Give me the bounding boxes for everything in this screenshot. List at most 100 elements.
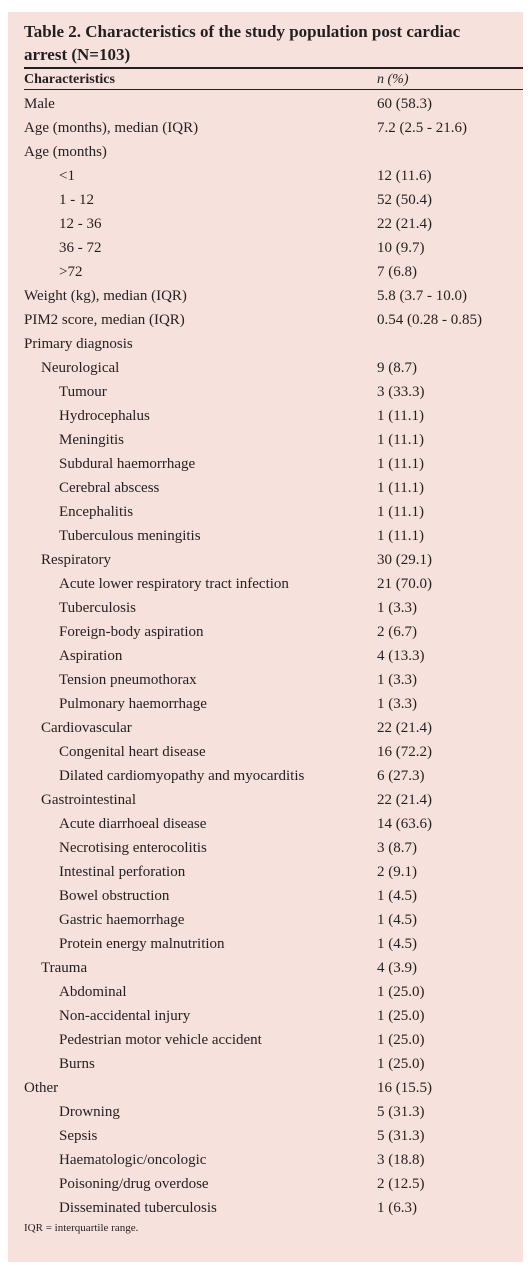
value-cell: 60 (58.3) bbox=[377, 96, 432, 112]
table-row: Acute lower respiratory tract infection 2… bbox=[24, 572, 523, 596]
label-cell: Pulmonary haemorrhage bbox=[59, 696, 207, 712]
value-cell: 1 (4.5) bbox=[377, 888, 417, 904]
label-cell: Sepsis bbox=[59, 1128, 98, 1144]
value-cell: 10 (9.7) bbox=[377, 240, 425, 256]
label-cell: Cerebral abscess bbox=[59, 480, 160, 496]
value-cell: 2 (6.7) bbox=[377, 624, 417, 640]
table-row: <1 12 (11.6) bbox=[24, 164, 523, 188]
value-cell: 1 (11.1) bbox=[377, 408, 424, 424]
label-cell: Weight (kg), median (IQR) bbox=[24, 288, 187, 304]
value-cell: 1 (3.3) bbox=[377, 696, 417, 712]
table-row: Intestinal perforation 2 (9.1) bbox=[24, 860, 523, 884]
rule bbox=[24, 67, 523, 69]
label-cell: Male bbox=[24, 96, 55, 112]
label-cell: Tension pneumothorax bbox=[59, 672, 197, 688]
value-cell: 16 (72.2) bbox=[377, 744, 432, 760]
value-cell: 3 (8.7) bbox=[377, 840, 417, 856]
label-cell: Encephalitis bbox=[59, 504, 134, 520]
label-cell: Foreign-body aspiration bbox=[59, 624, 204, 640]
table-row: 12 - 36 22 (21.4) bbox=[24, 212, 523, 236]
label-cell: Congenital heart disease bbox=[59, 744, 206, 760]
table-row: Poisoning/drug overdose 2 (12.5) bbox=[24, 1172, 523, 1196]
table-row: Haematologic/oncologic 3 (18.8) bbox=[24, 1148, 523, 1172]
value-cell: 1 (6.3) bbox=[377, 1200, 417, 1216]
label-cell: Neurological bbox=[41, 360, 120, 376]
label-cell: <1 bbox=[59, 168, 75, 184]
table-row: Primary diagnosis bbox=[24, 332, 523, 356]
label-cell: 12 - 36 bbox=[59, 216, 102, 232]
label-cell: Protein energy malnutrition bbox=[59, 936, 225, 952]
table-row: Weight (kg), median (IQR) 5.8 (3.7 - 10.0… bbox=[24, 284, 523, 308]
table-row: Abdominal 1 (25.0) bbox=[24, 980, 523, 1004]
label-cell: >72 bbox=[59, 264, 83, 280]
table-body: Male 60 (58.3) Age (months), median (IQR) 7… bbox=[24, 92, 523, 1220]
table-row: Tuberculosis 1 (3.3) bbox=[24, 596, 523, 620]
table-row: Other 16 (15.5) bbox=[24, 1076, 523, 1100]
table-row: Neurological 9 (8.7) bbox=[24, 356, 523, 380]
value-cell: 1 (11.1) bbox=[377, 432, 424, 448]
table-row: Male 60 (58.3) bbox=[24, 92, 523, 116]
label-cell: Tumour bbox=[59, 384, 107, 400]
value-cell: 5 (31.3) bbox=[377, 1128, 425, 1144]
table-row: Cardiovascular 22 (21.4) bbox=[24, 716, 523, 740]
value-cell: 1 (3.3) bbox=[377, 600, 417, 616]
value-cell: 1 (25.0) bbox=[377, 984, 425, 1000]
value-cell: 22 (21.4) bbox=[377, 216, 432, 232]
value-cell: 1 (3.3) bbox=[377, 672, 417, 688]
table-row: Respiratory 30 (29.1) bbox=[24, 548, 523, 572]
label-cell: Aspiration bbox=[59, 648, 123, 664]
value-cell: 12 (11.6) bbox=[377, 168, 432, 184]
table-row: PIM2 score, median (IQR) 0.54 (0.28 - 0.8… bbox=[24, 308, 523, 332]
label-cell: Meningitis bbox=[59, 432, 125, 448]
label-cell: Hydrocephalus bbox=[59, 408, 150, 424]
table-row: Acute diarrhoeal disease 14 (63.6) bbox=[24, 812, 523, 836]
table-row: Cerebral abscess 1 (11.1) bbox=[24, 476, 523, 500]
table-row: Pulmonary haemorrhage 1 (3.3) bbox=[24, 692, 523, 716]
value-cell: 3 (18.8) bbox=[377, 1152, 425, 1168]
table-row: Trauma 4 (3.9) bbox=[24, 956, 523, 980]
label-cell: Burns bbox=[59, 1056, 95, 1072]
label-cell: Abdominal bbox=[59, 984, 127, 1000]
header-cell: Characteristics bbox=[24, 72, 115, 87]
label-cell: Primary diagnosis bbox=[24, 336, 133, 352]
value-cell: 4 (13.3) bbox=[377, 648, 425, 664]
table-row: Hydrocephalus 1 (11.1) bbox=[24, 404, 523, 428]
value-cell: 1 (25.0) bbox=[377, 1008, 425, 1024]
value-cell: 1 (4.5) bbox=[377, 912, 417, 928]
value-cell: 1 (4.5) bbox=[377, 936, 417, 952]
table-row: Drowning 5 (31.3) bbox=[24, 1100, 523, 1124]
table-row: >72 7 (6.8) bbox=[24, 260, 523, 284]
value-cell: 3 (33.3) bbox=[377, 384, 425, 400]
label-cell: Tuberculous meningitis bbox=[59, 528, 201, 544]
table-row: Tuberculous meningitis 1 (11.1) bbox=[24, 524, 523, 548]
value-cell: 52 (50.4) bbox=[377, 192, 432, 208]
table-row: Age (months) bbox=[24, 140, 523, 164]
value-cell: 7.2 (2.5 - 21.6) bbox=[377, 120, 467, 136]
label-cell: Poisoning/drug overdose bbox=[59, 1176, 209, 1192]
label-cell: Necrotising enterocolitis bbox=[59, 840, 207, 856]
label-cell: Other bbox=[24, 1080, 59, 1096]
table-row: Necrotising enterocolitis 3 (8.7) bbox=[24, 836, 523, 860]
table-row: Burns 1 (25.0) bbox=[24, 1052, 523, 1076]
footnote: IQR = interquartile range. bbox=[24, 1222, 139, 1234]
table-row: Subdural haemorrhage 1 (11.1) bbox=[24, 452, 523, 476]
table-header: Characteristics n (%) bbox=[24, 70, 523, 90]
table-row: Age (months), median (IQR) 7.2 (2.5 - 21.… bbox=[24, 116, 523, 140]
label-cell: Pedestrian motor vehicle accident bbox=[59, 1032, 262, 1048]
table-row: Meningitis 1 (11.1) bbox=[24, 428, 523, 452]
value-cell: 2 (9.1) bbox=[377, 864, 417, 880]
label-cell: Tuberculosis bbox=[59, 600, 136, 616]
label-cell: 36 - 72 bbox=[59, 240, 102, 256]
label-cell: Respiratory bbox=[41, 552, 111, 568]
table-row: Disseminated tuberculosis 1 (6.3) bbox=[24, 1196, 523, 1220]
table-row: 36 - 72 10 (9.7) bbox=[24, 236, 523, 260]
table-row: Aspiration 4 (13.3) bbox=[24, 644, 523, 668]
table-row: Foreign-body aspiration 2 (6.7) bbox=[24, 620, 523, 644]
value-cell: 21 (70.0) bbox=[377, 576, 432, 592]
label-cell: Drowning bbox=[59, 1104, 120, 1120]
value-cell: 22 (21.4) bbox=[377, 792, 432, 808]
value-cell: 9 (8.7) bbox=[377, 360, 417, 376]
value-cell: 14 (63.6) bbox=[377, 816, 432, 832]
value-cell: 1 (11.1) bbox=[377, 480, 424, 496]
value-cell: 4 (3.9) bbox=[377, 960, 417, 976]
